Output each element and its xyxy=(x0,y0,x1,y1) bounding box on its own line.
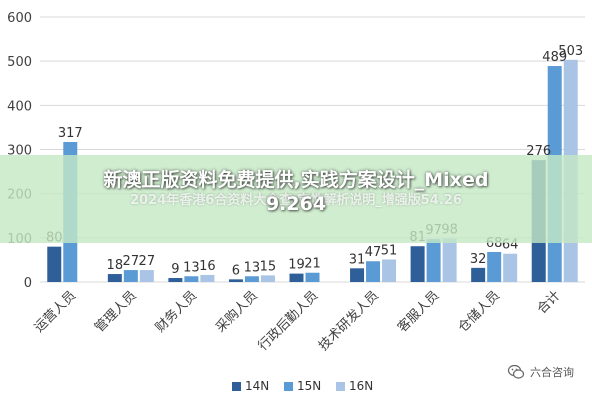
watermark: 六合咨询 xyxy=(507,362,574,382)
legend-swatch xyxy=(232,382,241,391)
x-tick-label: 运营人员 xyxy=(32,288,79,335)
y-tick-label: 300 xyxy=(7,144,32,159)
bar-14N-0 xyxy=(47,246,62,282)
bar-14N-6 xyxy=(410,246,425,282)
x-tick-label: 仓储人员 xyxy=(456,288,503,335)
bar-14N-7 xyxy=(471,267,486,282)
bar-14N-2 xyxy=(168,278,183,282)
data-label: 6 xyxy=(232,263,240,278)
data-label: 9 xyxy=(171,262,179,277)
x-tick-label: 技术研发人员 xyxy=(315,288,381,354)
data-label: 21 xyxy=(304,257,321,272)
data-label: 15 xyxy=(260,259,277,274)
legend-swatch xyxy=(336,382,345,391)
bar-16N-7 xyxy=(503,253,518,282)
x-tick-label: 行政后勤人员 xyxy=(256,288,322,354)
data-label: 27 xyxy=(123,254,140,269)
y-tick-label: 0 xyxy=(24,276,32,291)
data-label: 18 xyxy=(107,258,124,273)
legend-swatch xyxy=(284,382,293,391)
banner-title: 新澳正版资料免费提供,实践方案设计_Mixed 9.264 xyxy=(0,168,592,216)
bar-15N-7 xyxy=(487,251,502,282)
y-tick-label: 400 xyxy=(7,99,32,114)
x-tick-label: 客服人员 xyxy=(394,288,442,336)
data-label: 51 xyxy=(381,243,398,258)
data-label: 489 xyxy=(542,50,567,65)
data-label: 16 xyxy=(199,259,216,274)
bar-16N-3 xyxy=(260,275,275,282)
banner-title-line-2: 9.264 xyxy=(265,193,327,215)
chart-legend: 14N 15N 16N xyxy=(232,379,373,393)
y-axis-ticks: 0100200300400500600 xyxy=(7,11,32,291)
data-label: 32 xyxy=(470,252,487,267)
legend-label: 14N xyxy=(245,379,269,393)
data-label: 317 xyxy=(58,126,83,141)
banner-subtitle: 2024年香港6合资料大全查,定性解析说明_增强版54.26 xyxy=(130,193,462,208)
wechat-icon xyxy=(507,364,525,379)
y-tick-label: 500 xyxy=(7,55,32,70)
data-label: 19 xyxy=(288,258,305,273)
data-label: 13 xyxy=(244,260,261,275)
x-tick-label: 合计 xyxy=(535,288,564,317)
bar-14N-4 xyxy=(289,273,304,282)
data-label: 27 xyxy=(139,254,156,269)
legend-label: 16N xyxy=(349,379,373,393)
x-tick-label: 管理人员 xyxy=(92,288,139,335)
bar-16N-1 xyxy=(139,270,154,282)
bar-15N-4 xyxy=(305,272,320,282)
banner-title-line-1: 新澳正版资料免费提供,实践方案设计_Mixed xyxy=(103,169,489,191)
bar-16N-2 xyxy=(200,274,215,282)
data-label: 31 xyxy=(349,252,366,267)
bar-16N-6 xyxy=(442,238,457,282)
watermark-text: 六合咨询 xyxy=(530,366,574,379)
bar-14N-3 xyxy=(228,279,243,282)
bar-15N-3 xyxy=(244,276,259,282)
bar-14N-5 xyxy=(350,268,365,282)
data-label: 13 xyxy=(183,260,200,275)
data-label: 47 xyxy=(365,245,382,260)
bar-15N-6 xyxy=(426,239,441,282)
overlay-banner xyxy=(0,155,592,243)
data-label: 503 xyxy=(558,44,583,59)
bar-15N-2 xyxy=(184,276,199,282)
bar-14N-1 xyxy=(107,274,122,282)
bar-15N-5 xyxy=(366,261,381,282)
bar-16N-5 xyxy=(382,259,397,282)
x-tick-label: 采购人员 xyxy=(213,288,261,336)
x-tick-label: 财务人员 xyxy=(152,288,200,336)
y-tick-label: 600 xyxy=(7,11,32,26)
legend-label: 15N xyxy=(297,379,321,393)
bar-15N-1 xyxy=(123,270,138,282)
